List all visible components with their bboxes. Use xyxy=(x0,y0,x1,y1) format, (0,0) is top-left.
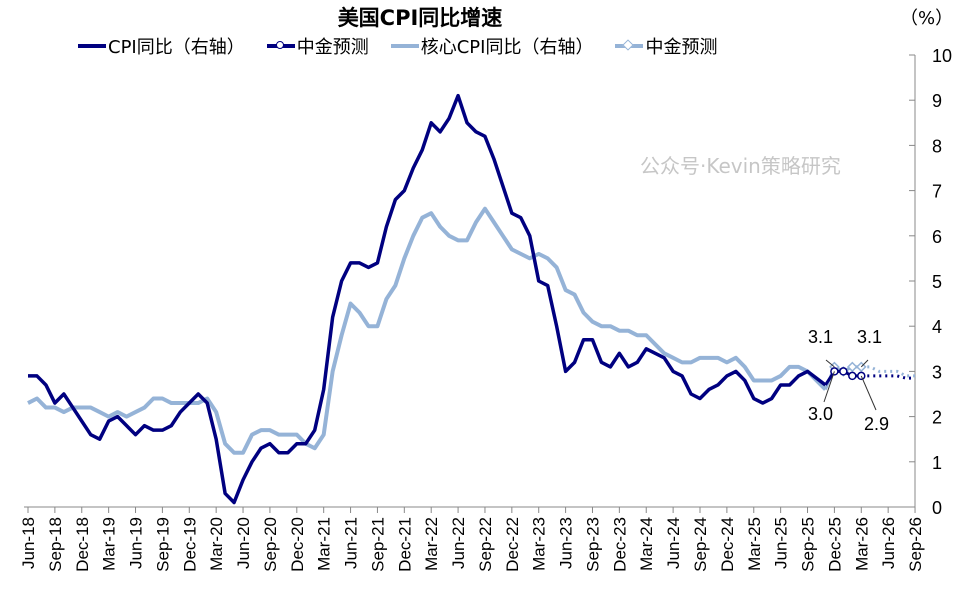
x-tick-label: Mar-24 xyxy=(637,517,656,571)
legend-item-core-forecast: 中金预测 xyxy=(615,33,717,59)
annotation-label: 3.1 xyxy=(857,327,882,347)
y-tick-label: 1 xyxy=(932,453,942,473)
x-tick-label: Dec-20 xyxy=(288,517,307,572)
x-tick-label: Jun-22 xyxy=(449,517,468,569)
x-tick-label: Mar-19 xyxy=(100,517,119,571)
annotation-leader xyxy=(860,375,877,411)
legend-label: 核心CPI同比（右轴） xyxy=(420,37,594,58)
x-tick-label: Sep-22 xyxy=(476,517,495,572)
x-tick-label: Jun-19 xyxy=(127,517,146,569)
x-tick-label: Jun-25 xyxy=(772,517,791,569)
y-tick-label: 10 xyxy=(932,46,952,66)
legend-item-cpi: CPI同比（右轴） xyxy=(78,33,245,59)
x-tick-label: Jun-26 xyxy=(879,517,898,569)
legend: CPI同比（右轴） 中金预测 核心CPI同比（右轴） 中金预测 xyxy=(78,33,717,59)
x-tick-label: Dec-23 xyxy=(610,517,629,572)
watermark: 公众号·Kevin策略研究 xyxy=(640,154,841,178)
x-tick-label: Sep-19 xyxy=(153,517,172,572)
legend-swatch-cpi xyxy=(78,44,106,48)
x-tick-label: Jun-20 xyxy=(234,517,253,569)
x-tick-label: Mar-21 xyxy=(315,517,334,571)
annotation-label: 3.1 xyxy=(808,327,833,347)
y-tick-label: 6 xyxy=(932,227,942,247)
x-tick-label: Sep-21 xyxy=(368,517,387,572)
core-cpi-line xyxy=(27,206,827,455)
x-tick-label: Dec-24 xyxy=(718,517,737,572)
legend-label: 中金预测 xyxy=(645,37,718,58)
x-tick-label: Mar-23 xyxy=(530,517,549,571)
x-tick-label: Mar-20 xyxy=(207,517,226,571)
x-tick-label: Sep-18 xyxy=(46,517,65,572)
legend-swatch-core xyxy=(390,44,419,48)
core-cpi-forecast-marker xyxy=(847,361,858,373)
y-tick-label: 2 xyxy=(932,408,942,428)
unit-label: （%） xyxy=(900,8,954,29)
core-cpi-forecast-dotted-line xyxy=(861,365,916,378)
legend-item-cpi-forecast: 中金预测 xyxy=(266,33,369,59)
y-tick-label: 9 xyxy=(932,91,942,111)
x-tick-label: Dec-19 xyxy=(180,517,199,572)
y-tick-label: 7 xyxy=(932,182,942,202)
x-tick-label: Sep-26 xyxy=(906,517,925,572)
x-tick-label: Mar-22 xyxy=(422,517,441,571)
y-tick-label: 3 xyxy=(932,362,942,382)
x-tick-label: Dec-21 xyxy=(395,517,414,572)
annotation-leader xyxy=(823,371,835,403)
x-tick-label: Mar-25 xyxy=(745,517,764,571)
x-tick-label: Dec-18 xyxy=(73,517,92,572)
x-tick-label: Sep-25 xyxy=(799,517,818,572)
y-tick-label: 0 xyxy=(932,498,942,518)
cpi-forecast-marker xyxy=(839,367,848,376)
x-tick-label: Sep-24 xyxy=(691,517,710,572)
chart-title: 美国CPI同比增速 xyxy=(337,6,503,30)
annotation-leader xyxy=(860,359,869,368)
x-tick-label: Sep-23 xyxy=(583,517,602,572)
legend-swatch-core-forecast xyxy=(615,39,644,51)
cpi-forecast-marker xyxy=(848,371,857,381)
legend-label: 中金预测 xyxy=(296,37,369,58)
legend-swatch-cpi-forecast xyxy=(266,41,295,49)
x-tick-label: Dec-25 xyxy=(825,517,844,572)
annotation-label: 3.0 xyxy=(808,404,833,424)
x-tick-label: Jun-23 xyxy=(557,517,576,569)
cpi-forecast-dotted-line xyxy=(861,374,916,380)
cpi-line xyxy=(28,93,827,505)
legend-label: CPI同比（右轴） xyxy=(108,37,245,58)
x-tick-label: Jun-21 xyxy=(342,517,361,569)
y-tick-label: 4 xyxy=(932,317,942,337)
y-tick-label: 5 xyxy=(932,272,942,292)
x-tick-label: Mar-26 xyxy=(852,517,871,571)
annotation-leader xyxy=(825,359,835,368)
x-tick-label: Sep-20 xyxy=(261,517,280,572)
x-tick-label: Dec-22 xyxy=(503,517,522,572)
x-tick-label: Jun-24 xyxy=(664,517,683,569)
annotation-label: 2.9 xyxy=(864,414,889,434)
y-tick-label: 8 xyxy=(932,136,942,156)
legend-item-core: 核心CPI同比（右轴） xyxy=(390,33,594,59)
x-tick-label: Jun-18 xyxy=(19,517,38,569)
